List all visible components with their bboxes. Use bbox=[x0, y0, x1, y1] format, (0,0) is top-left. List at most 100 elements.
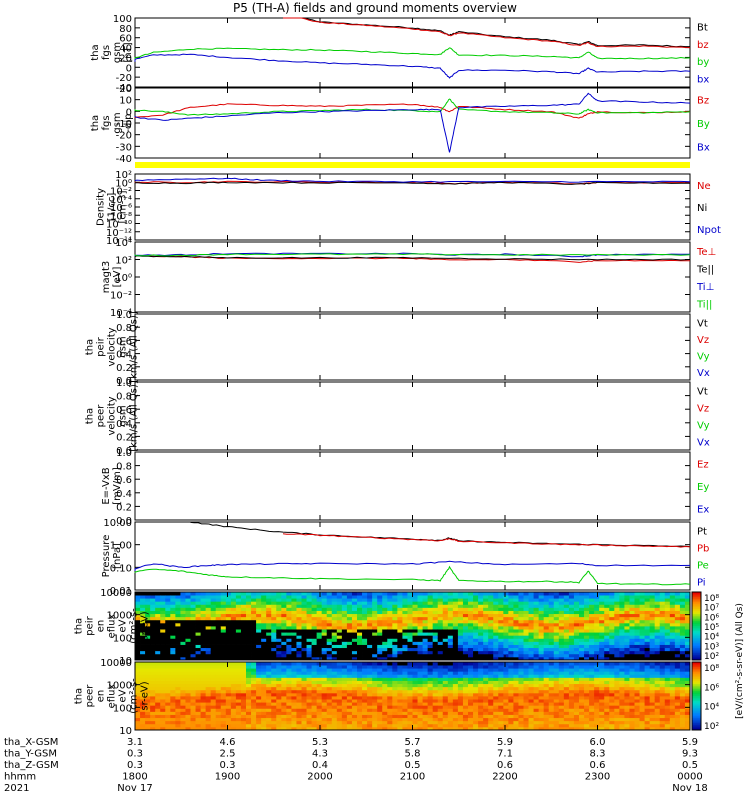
heatmap-cell bbox=[291, 726, 297, 731]
heatmap-cell bbox=[679, 632, 686, 636]
heatmap-cell bbox=[563, 656, 570, 661]
heatmap-cell bbox=[185, 662, 191, 666]
heatmap-cell bbox=[225, 699, 232, 703]
heatmap-cell bbox=[230, 607, 237, 611]
heatmap-cell bbox=[437, 671, 444, 675]
heatmap-cell bbox=[584, 705, 590, 709]
heatmap-cell bbox=[291, 647, 297, 652]
heatmap-cell bbox=[473, 653, 479, 658]
heatmap-cell bbox=[422, 610, 429, 615]
heatmap-cell bbox=[629, 711, 635, 715]
heatmap-cell bbox=[599, 653, 605, 658]
heatmap-cell bbox=[160, 723, 166, 728]
heatmap-cell bbox=[548, 714, 555, 719]
heatmap-cell bbox=[462, 626, 469, 630]
heatmap-cell bbox=[654, 610, 661, 615]
heatmap-cell bbox=[503, 592, 509, 596]
heatmap-cell bbox=[170, 711, 176, 715]
heatmap-cell bbox=[488, 723, 494, 728]
heatmap-cell bbox=[135, 720, 141, 725]
heatmap-cell bbox=[478, 699, 484, 703]
heatmap-cell bbox=[548, 680, 555, 685]
heatmap-cell bbox=[674, 598, 681, 602]
heatmap-cell bbox=[251, 711, 257, 715]
heatmap-cell bbox=[422, 668, 429, 672]
y-tick-label: 40 bbox=[119, 44, 132, 55]
heatmap-cell bbox=[235, 665, 242, 669]
heatmap-cell bbox=[225, 702, 232, 706]
heatmap-cell bbox=[654, 607, 661, 611]
heatmap-cell bbox=[135, 656, 141, 661]
heatmap-cell bbox=[210, 720, 217, 725]
heatmap-cell bbox=[407, 629, 413, 633]
heatmap-cell bbox=[412, 720, 418, 725]
heatmap-cell bbox=[190, 607, 196, 611]
y-tick-label: -10 bbox=[116, 119, 132, 130]
heatmap-cell bbox=[473, 635, 479, 639]
heatmap-cell bbox=[462, 641, 469, 645]
heatmap-cell bbox=[452, 653, 459, 658]
heatmap-cell bbox=[165, 677, 171, 681]
heatmap-cell bbox=[190, 720, 196, 725]
heatmap-cell bbox=[291, 686, 297, 691]
y-axis-title: gsm bbox=[118, 336, 129, 357]
heatmap-cell bbox=[523, 696, 529, 700]
heatmap-cell bbox=[195, 723, 201, 728]
heatmap-cell bbox=[160, 702, 166, 706]
heatmap-cell bbox=[165, 638, 171, 642]
heatmap-cell bbox=[483, 671, 489, 675]
heatmap-cell bbox=[291, 705, 297, 709]
heatmap-cell bbox=[462, 692, 469, 697]
heatmap-cell bbox=[669, 616, 676, 621]
heatmap-cell bbox=[266, 699, 272, 703]
heatmap-cell bbox=[240, 635, 247, 639]
heatmap-cell bbox=[493, 635, 499, 639]
heatmap-cell bbox=[558, 711, 565, 715]
heatmap-cell bbox=[326, 592, 333, 596]
heatmap-cell bbox=[447, 595, 454, 599]
heatmap-cell bbox=[346, 629, 353, 633]
heatmap-cell bbox=[447, 662, 454, 666]
heatmap-cell bbox=[392, 705, 398, 709]
heatmap-cell bbox=[392, 699, 398, 703]
heatmap-cell bbox=[387, 689, 393, 694]
heatmap-cell bbox=[220, 592, 227, 596]
heatmap-cell bbox=[336, 626, 343, 630]
heatmap-cell bbox=[679, 641, 686, 645]
heatmap-cell bbox=[427, 595, 434, 599]
heatmap-cell bbox=[286, 717, 292, 722]
heatmap-cell bbox=[135, 629, 141, 633]
heatmap-cell bbox=[205, 601, 212, 605]
heatmap-cell bbox=[412, 699, 418, 703]
heatmap-cell bbox=[508, 702, 514, 706]
heatmap-cell bbox=[261, 662, 267, 666]
heatmap-cell bbox=[579, 632, 585, 636]
heatmap-cell bbox=[553, 671, 560, 675]
heatmap-cell bbox=[528, 726, 534, 731]
heatmap-cell bbox=[563, 689, 570, 694]
heatmap-cell bbox=[251, 665, 257, 669]
heatmap-cell bbox=[432, 702, 439, 706]
heatmap-cell bbox=[558, 632, 565, 636]
heatmap-cell bbox=[468, 632, 474, 636]
heatmap-cell bbox=[225, 601, 232, 605]
heatmap-cell bbox=[452, 629, 459, 633]
heatmap-cell bbox=[372, 720, 378, 725]
heatmap-cell bbox=[669, 635, 676, 639]
heatmap-cell bbox=[523, 671, 529, 675]
heatmap-cell bbox=[594, 668, 600, 672]
heatmap-cell bbox=[543, 601, 550, 605]
legend-label: Vx bbox=[697, 438, 710, 449]
series-line-bz bbox=[283, 17, 691, 49]
heatmap-cell bbox=[402, 699, 408, 703]
heatmap-cell bbox=[266, 696, 272, 700]
heatmap-cell bbox=[579, 641, 585, 645]
heatmap-cell bbox=[579, 650, 585, 655]
heatmap-cell bbox=[240, 696, 247, 700]
heatmap-cell bbox=[140, 665, 146, 669]
heatmap-cell bbox=[407, 601, 413, 605]
heatmap-cell bbox=[200, 689, 207, 694]
heatmap-cell bbox=[402, 635, 408, 639]
heatmap-cell bbox=[311, 717, 318, 722]
heatmap-cell bbox=[533, 683, 540, 688]
